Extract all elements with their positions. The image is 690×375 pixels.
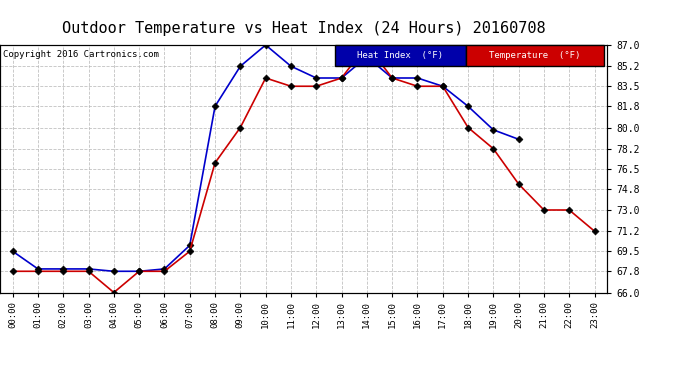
Text: Temperature  (°F): Temperature (°F) (489, 51, 580, 60)
Text: Outdoor Temperature vs Heat Index (24 Hours) 20160708: Outdoor Temperature vs Heat Index (24 Ho… (62, 21, 545, 36)
Text: Copyright 2016 Cartronics.com: Copyright 2016 Cartronics.com (3, 50, 159, 59)
Text: Heat Index  (°F): Heat Index (°F) (357, 51, 443, 60)
